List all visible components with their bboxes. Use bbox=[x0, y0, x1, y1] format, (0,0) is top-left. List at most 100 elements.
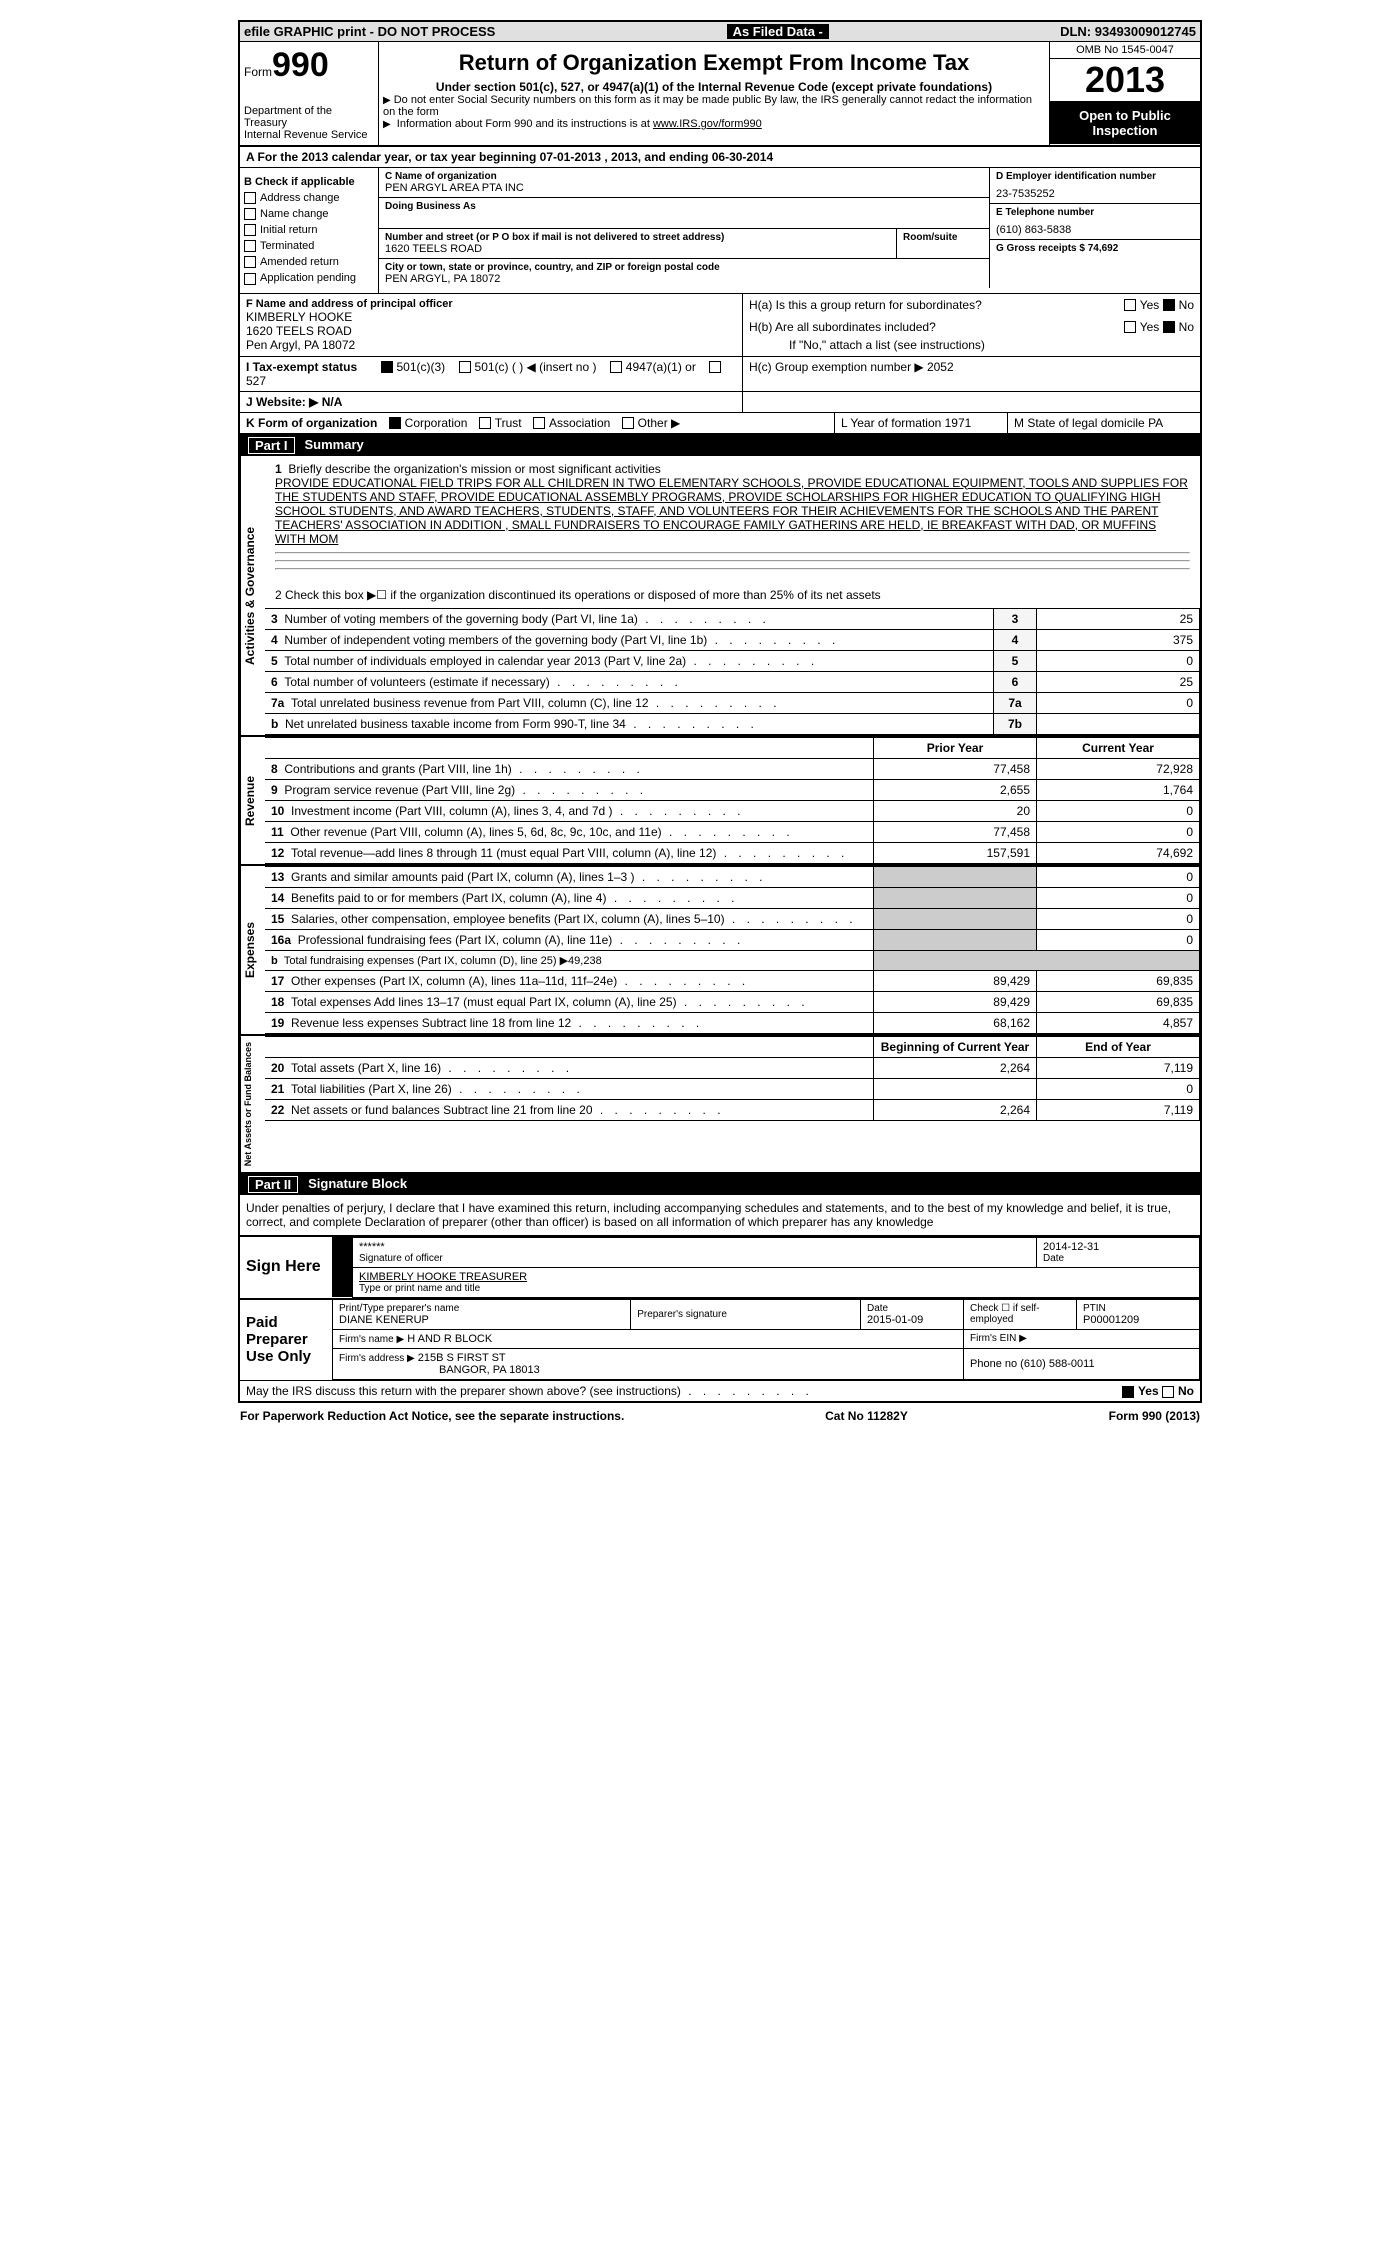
firm-addr: 215B S FIRST ST bbox=[418, 1352, 506, 1364]
discuss-yesno: Yes No bbox=[1122, 1384, 1194, 1398]
topbar-mid: As Filed Data - bbox=[727, 24, 829, 39]
line-i: I Tax-exempt status bbox=[246, 360, 357, 374]
line-i-row: I Tax-exempt status 501(c)(3) 501(c) ( )… bbox=[240, 357, 1200, 392]
check-addr: Address change bbox=[244, 192, 374, 204]
check-name: Name change bbox=[244, 208, 374, 220]
officer-print-name: KIMBERLY HOOKE TREASURER bbox=[359, 1271, 1193, 1283]
topbar-left: efile GRAPHIC print - DO NOT PROCESS bbox=[244, 24, 495, 39]
firm-phone: Phone no (610) 588-0011 bbox=[964, 1348, 1200, 1379]
header-line1: Do not enter Social Security numbers on … bbox=[383, 94, 1045, 118]
hb-lbl: H(b) Are all subordinates included? bbox=[749, 320, 936, 334]
section-bcdeg: B Check if applicable Address change Nam… bbox=[240, 168, 1200, 294]
dept1: Department of the Treasury bbox=[244, 105, 374, 129]
check-pending: Application pending bbox=[244, 272, 374, 284]
na-table: Beginning of Current YearEnd of Year 20 … bbox=[265, 1036, 1200, 1121]
sig-date: 2014-12-31 bbox=[1043, 1241, 1193, 1253]
f-lbl: F Name and address of principal officer bbox=[246, 298, 736, 310]
footer-mid: Cat No 11282Y bbox=[825, 1409, 908, 1423]
mission-text: PROVIDE EDUCATIONAL FIELD TRIPS FOR ALL … bbox=[275, 476, 1188, 546]
eoy-hdr: End of Year bbox=[1037, 1036, 1200, 1057]
form-number: 990 bbox=[272, 46, 329, 84]
topbar-right: DLN: 93493009012745 bbox=[1060, 24, 1196, 39]
org-name: PEN ARGYL AREA PTA INC bbox=[385, 182, 983, 194]
addr: 1620 TEELS ROAD bbox=[385, 243, 890, 255]
officer-addr2: Pen Argyl, PA 18072 bbox=[246, 338, 736, 352]
ein: 23-7535252 bbox=[996, 182, 1194, 200]
addr-lbl: Number and street (or P O box if mail is… bbox=[385, 232, 890, 243]
check-term: Terminated bbox=[244, 240, 374, 252]
table-row: 22 Net assets or fund balances Subtract … bbox=[265, 1099, 1200, 1120]
table-row: 20 Total assets (Part X, line 16)2,2647,… bbox=[265, 1057, 1200, 1078]
table-row: 3 Number of voting members of the govern… bbox=[265, 608, 1200, 629]
room-lbl: Room/suite bbox=[903, 232, 983, 243]
paid-preparer-label: Paid Preparer Use Only bbox=[240, 1299, 333, 1380]
sign-here-table: Sign Here ****** Signature of officer 20… bbox=[240, 1237, 1200, 1298]
tax-year: 2013 bbox=[1050, 59, 1200, 102]
dept2: Internal Revenue Service bbox=[244, 129, 374, 141]
officer-addr1: 1620 TEELS ROAD bbox=[246, 324, 736, 338]
part-i-num: Part I bbox=[248, 437, 295, 454]
firm-ein-lbl: Firm's EIN ▶ bbox=[964, 1329, 1200, 1348]
ha-yesno: Yes No bbox=[1124, 298, 1194, 312]
bcy-hdr: Beginning of Current Year bbox=[874, 1036, 1037, 1057]
d-ein-lbl: D Employer identification number bbox=[996, 171, 1194, 182]
exp-table: 13 Grants and similar amounts paid (Part… bbox=[265, 866, 1200, 1034]
current-year-hdr: Current Year bbox=[1037, 737, 1200, 758]
check-initial: Initial return bbox=[244, 224, 374, 236]
hb2-lbl: If "No," attach a list (see instructions… bbox=[749, 338, 1194, 352]
open-to-public: Open to Public Inspection bbox=[1050, 102, 1200, 144]
table-row: 4 Number of independent voting members o… bbox=[265, 629, 1200, 650]
rev-table: Prior YearCurrent Year 8 Contributions a… bbox=[265, 737, 1200, 864]
header: Form990 Department of the Treasury Inter… bbox=[240, 42, 1200, 147]
self-emp-check[interactable]: Check ☐ if self-employed bbox=[964, 1299, 1077, 1330]
table-row: 17 Other expenses (Part IX, column (A), … bbox=[265, 970, 1200, 991]
ptin: P00001209 bbox=[1083, 1314, 1193, 1326]
phone: (610) 863-5838 bbox=[996, 218, 1194, 236]
header-line2: Information about Form 990 and its instr… bbox=[383, 118, 1045, 130]
sign-arrow-icon bbox=[332, 1237, 353, 1297]
table-row: 7a Total unrelated business revenue from… bbox=[265, 692, 1200, 713]
form-990: efile GRAPHIC print - DO NOT PROCESS As … bbox=[238, 20, 1202, 1403]
box-f: F Name and address of principal officer … bbox=[240, 294, 743, 356]
footer-left: For Paperwork Reduction Act Notice, see … bbox=[240, 1409, 624, 1423]
perjury-statement: Under penalties of perjury, I declare th… bbox=[240, 1195, 1200, 1237]
mission-block: 1 Briefly describe the organization's mi… bbox=[265, 456, 1200, 582]
city: PEN ARGYL, PA 18072 bbox=[385, 273, 983, 285]
ha-lbl: H(a) Is this a group return for subordin… bbox=[749, 298, 982, 312]
table-row: 21 Total liabilities (Part X, line 26)0 bbox=[265, 1078, 1200, 1099]
right-column: D Employer identification number 23-7535… bbox=[990, 168, 1200, 293]
form-subtitle: Under section 501(c), 527, or 4947(a)(1)… bbox=[383, 80, 1045, 94]
line-l: L Year of formation 1971 bbox=[834, 413, 1007, 433]
g-gross-lbl: G Gross receipts $ 74,692 bbox=[996, 243, 1194, 254]
line-m: M State of legal domicile PA bbox=[1007, 413, 1200, 433]
table-row: 13 Grants and similar amounts paid (Part… bbox=[265, 866, 1200, 887]
prior-year-hdr: Prior Year bbox=[874, 737, 1037, 758]
table-row: b Net unrelated business taxable income … bbox=[265, 713, 1200, 734]
table-row: 12 Total revenue—add lines 8 through 11 … bbox=[265, 842, 1200, 863]
page-footer: For Paperwork Reduction Act Notice, see … bbox=[240, 1403, 1200, 1429]
table-row: 14 Benefits paid to or for members (Part… bbox=[265, 887, 1200, 908]
line-2: 2 Check this box ▶☐ if the organization … bbox=[265, 582, 1200, 608]
city-lbl: City or town, state or province, country… bbox=[385, 262, 983, 273]
prep-name: DIANE KENERUP bbox=[339, 1314, 624, 1326]
netassets-section: Net Assets or Fund Balances Beginning of… bbox=[240, 1036, 1200, 1174]
discuss-row: May the IRS discuss this return with the… bbox=[240, 1380, 1200, 1401]
prep-name-lbl: Print/Type preparer's name bbox=[339, 1303, 624, 1314]
prep-date-lbl: Date bbox=[867, 1303, 957, 1314]
part-ii-header: Part II Signature Block bbox=[240, 1174, 1200, 1195]
check-b-column: B Check if applicable Address change Nam… bbox=[240, 168, 379, 293]
footer-right: Form 990 (2013) bbox=[1109, 1409, 1200, 1423]
sig-officer-lbl: Signature of officer bbox=[359, 1253, 1030, 1264]
sign-here-label: Sign Here bbox=[240, 1237, 332, 1297]
gov-table: 3 Number of voting members of the govern… bbox=[265, 608, 1200, 735]
hc-lbl: H(c) Group exemption number ▶ 2052 bbox=[743, 357, 1200, 391]
e-tel-lbl: E Telephone number bbox=[996, 207, 1194, 218]
table-row: 10 Investment income (Part VIII, column … bbox=[265, 800, 1200, 821]
part-i-title: Summary bbox=[305, 437, 364, 454]
prep-sig-lbl: Preparer's signature bbox=[637, 1309, 854, 1320]
table-row: 18 Total expenses Add lines 13–17 (must … bbox=[265, 991, 1200, 1012]
form-label: Form bbox=[244, 65, 272, 79]
sig-stars: ****** bbox=[359, 1241, 1030, 1253]
prep-date: 2015-01-09 bbox=[867, 1314, 957, 1326]
irs-link[interactable]: www.IRS.gov/form990 bbox=[653, 118, 762, 130]
